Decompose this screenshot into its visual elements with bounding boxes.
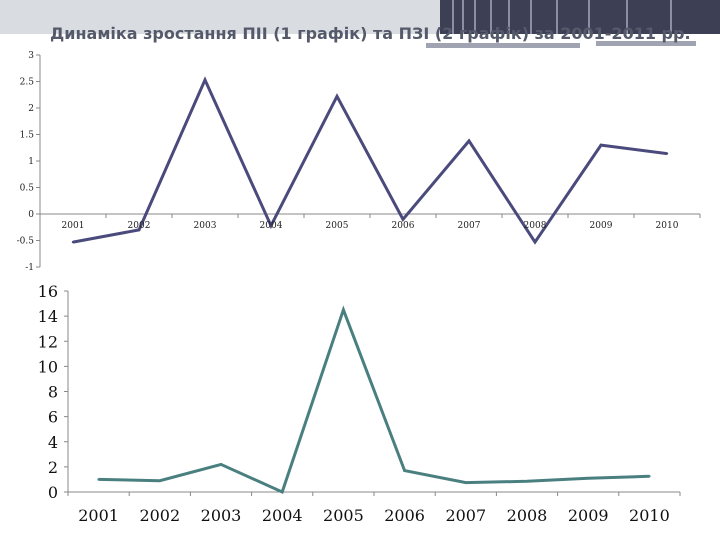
chart2-x-tick-label: 2008 — [507, 506, 548, 525]
chart2-series-line — [98, 305, 650, 495]
header-stripe — [588, 0, 590, 34]
header-stripe — [508, 0, 510, 34]
chart1-x-tick-label: 2010 — [656, 221, 679, 231]
chart2-x-tick-label: 2010 — [629, 506, 670, 525]
chart2-x-tick-label: 2002 — [139, 506, 180, 525]
chart1-x-tick-label: 2004 — [260, 221, 283, 231]
slide-header-band — [0, 0, 720, 48]
chart1-data-point — [665, 152, 669, 155]
chart1-data-point — [137, 228, 141, 232]
chart2-y-tick-label: 2 — [48, 458, 58, 477]
chart2-x-tick-label: 2007 — [445, 506, 486, 525]
chart1-data-point — [71, 240, 75, 244]
chart2-data-point — [281, 490, 284, 494]
slide-title: Динаміка зростання ПІІ (1 графік) та ПЗІ… — [50, 24, 691, 43]
header-stripe — [670, 0, 672, 34]
chart1-x-tick-label: 2007 — [458, 221, 481, 231]
chart1-x-tick-label: 2005 — [326, 221, 349, 231]
header-stripe — [462, 0, 464, 34]
chart1-data-point — [203, 78, 207, 82]
chart1-data-point — [401, 218, 405, 221]
chart1-y-tick-label: 2 — [28, 104, 34, 114]
chart2-x-tick-label: 2001 — [78, 506, 119, 525]
chart1-y-tick-label: 3 — [28, 51, 34, 61]
chart2-y-tick-label: 0 — [48, 483, 58, 502]
chart2-y-tick-label: 10 — [38, 357, 58, 376]
chart2-data-point — [648, 475, 651, 478]
chart2-data-point — [342, 308, 345, 312]
chart1-y-tick-label: 2.5 — [20, 78, 35, 88]
chart2-y-tick-label: 4 — [48, 433, 58, 452]
chart1-data-point — [533, 240, 537, 244]
chart2-x-tick-label: 2006 — [384, 506, 425, 525]
chart1-y-tick-label: -1 — [25, 263, 34, 273]
chart2-y-tick-label: 6 — [48, 408, 58, 427]
chart2-data-point — [158, 479, 161, 482]
chart1-series-line — [72, 76, 668, 245]
chart2-data-point — [219, 463, 223, 466]
chart2-y-tick-label: 14 — [38, 307, 58, 326]
chart1-data-point — [599, 143, 603, 147]
header-stripe — [452, 0, 454, 34]
chart1-x-tick-label: 2001 — [62, 221, 85, 231]
chart1-data-point — [467, 139, 471, 143]
header-decor-bar — [596, 41, 696, 46]
chart1-y-tick-label: 1 — [28, 157, 34, 167]
header-stripe — [474, 0, 476, 34]
chart1-x-tick-label: 2009 — [590, 221, 613, 231]
chart1-y-tick-label: 1.5 — [20, 131, 35, 141]
chart2-data-point — [464, 481, 467, 484]
chart2-data-point — [403, 469, 406, 472]
chart1-y-tick-label: 0.5 — [20, 184, 35, 194]
chart1-x-tick-label: 2008 — [524, 221, 547, 231]
chart2-y-tick-label: 16 — [38, 282, 58, 301]
header-dark-block — [440, 0, 720, 34]
header-stripe — [626, 0, 628, 34]
chart1-data-point — [269, 224, 273, 227]
header-stripe — [556, 0, 558, 34]
header-stripe — [530, 0, 532, 34]
header-decor-bar — [426, 43, 580, 48]
chart2-x-tick-label: 2005 — [323, 506, 364, 525]
chart1-x-tick-label: 2003 — [194, 221, 217, 231]
chart1-x-tick-label: 2006 — [392, 221, 415, 231]
chart1-y-tick-label: -0.5 — [17, 237, 35, 247]
chart1-x-tick-label: 2002 — [128, 221, 151, 231]
chart2-data-point — [97, 478, 100, 481]
chart2-data-point — [525, 480, 529, 483]
chart2-x-tick-label: 2004 — [262, 506, 303, 525]
chart1-data-point — [335, 95, 339, 98]
chart2-x-tick-label: 2009 — [568, 506, 609, 525]
chart2-y-tick-label: 8 — [48, 383, 58, 402]
chart1-y-tick-label: 0 — [28, 210, 34, 220]
header-stripe — [490, 0, 492, 34]
chart2-y-tick-label: 12 — [38, 332, 58, 351]
chart2-data-point — [587, 476, 590, 480]
chart2-x-tick-label: 2003 — [201, 506, 242, 525]
